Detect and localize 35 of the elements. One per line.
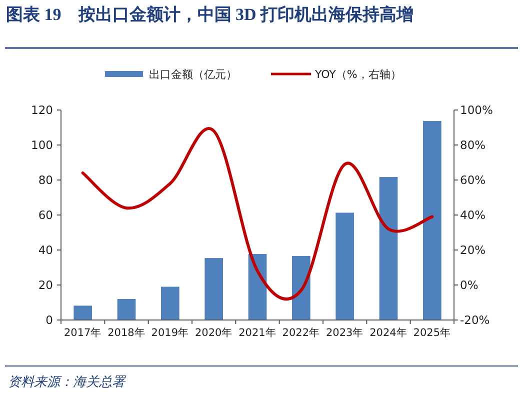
y-tick-label: 40 [38,243,53,257]
x-tick-label: 2019年 [151,327,190,339]
y2-tick-label: -20% [460,313,490,327]
legend-label: 出口金额（亿元） [149,68,237,81]
bar [422,121,442,320]
x-tick-label: 2024年 [370,327,408,339]
legend-label: YOY（%，右轴） [314,68,402,81]
bar [160,286,180,320]
y2-tick-label: 100% [460,103,493,117]
y2-tick-label: 20% [460,243,486,257]
text: 资料来源：海关总署 [8,375,127,390]
x-tick-label: 2022年 [282,327,320,339]
y2-tick-label: 40% [460,208,486,222]
y2-tick-label: 60% [460,173,486,187]
y2-tick-label: 0% [460,278,478,292]
x-tick-label: 2017年 [64,327,102,339]
bar [336,212,354,320]
y-tick-label: 120 [31,103,53,117]
y-tick-label: 60 [38,208,53,222]
bar [292,256,310,320]
bar [117,299,136,320]
y-tick-label: 100 [31,138,53,152]
x-tick-label: 2018年 [108,327,146,339]
y-tick-label: 80 [38,173,53,187]
x-tick-label: 2025年 [413,327,452,339]
y-tick-label: 0 [46,313,53,327]
bar [204,258,224,320]
chart-title: 图表 19 按出口金额计，中国 3D 打印机出海保持高增 [6,5,414,24]
x-tick-label: 2020年 [194,327,233,339]
bar [379,177,398,320]
y2-tick-label: 80% [460,138,486,152]
bar [74,306,92,320]
x-tick-label: 2021年 [238,327,276,339]
x-tick-label: 2023年 [326,327,364,339]
y-tick-label: 20 [38,278,53,292]
